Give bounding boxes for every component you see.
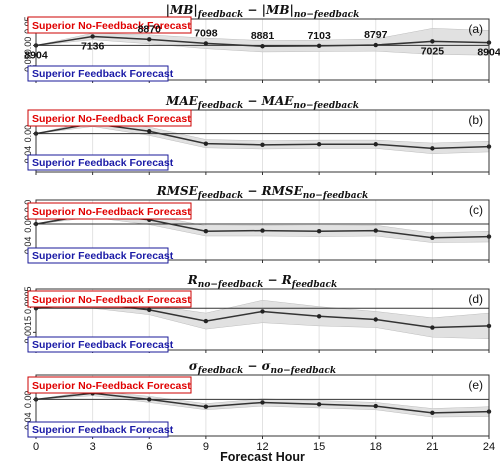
- data-point: [373, 42, 378, 48]
- panel-a: |MB|feedback − |MB|no−feedback0.050.00−0…: [23, 3, 500, 83]
- data-point: [316, 142, 322, 147]
- data-point: [260, 400, 265, 405]
- data-point: [260, 142, 265, 148]
- data-point: [147, 129, 152, 134]
- legend-no-feedback-box: [27, 16, 192, 34]
- data-point: [430, 146, 435, 151]
- legend-no-feedback-label: Superior No-Feedback Forecast: [32, 380, 191, 392]
- data-point: [373, 142, 378, 147]
- data-point: [260, 309, 265, 314]
- panel-c: RMSEfeedback − RMSEno−feedback0.00.00−0.…: [23, 184, 492, 264]
- data-point: [430, 39, 435, 44]
- data-point: [373, 317, 378, 322]
- data-point: [430, 235, 435, 240]
- legend-feedback-label: Superior Feedback Forecast: [32, 157, 174, 169]
- data-point: [203, 229, 209, 234]
- legend-feedback-box: [27, 65, 169, 82]
- data-point: [203, 404, 209, 409]
- panel-d: Rno−feedback − Rfeedback0.0005−0.0015Sup…: [23, 273, 492, 353]
- sample-count-label: 7025: [421, 45, 445, 57]
- panel-title: σfeedback − σno−feedback: [189, 359, 336, 376]
- panel-tag: (d): [468, 292, 483, 306]
- sample-count-label: 8904: [24, 49, 48, 61]
- data-point: [373, 403, 378, 409]
- y-tick-label: 0.00: [23, 37, 33, 55]
- panel-title: RMSEfeedback − RMSEno−feedback: [156, 184, 369, 201]
- legend-no-feedback-label: Superior No-Feedback Forecast: [32, 20, 191, 32]
- data-point: [430, 325, 435, 330]
- legend-feedback-box: [27, 154, 169, 171]
- x-tick-label: 12: [256, 441, 268, 453]
- legend-feedback-label: Superior Feedback Forecast: [32, 250, 174, 262]
- sample-count-label: 7103: [307, 30, 331, 42]
- legend-feedback-box: [27, 421, 169, 438]
- sample-count-label: 7136: [81, 40, 105, 52]
- y-tick-label: −0.0015: [23, 316, 33, 349]
- x-tick-label: 24: [483, 441, 495, 453]
- data-point: [316, 43, 322, 49]
- legend-feedback-label: Superior Feedback Forecast: [32, 68, 174, 80]
- panel-tag: (b): [468, 113, 483, 127]
- x-tick-label: 9: [203, 441, 209, 453]
- data-point: [147, 37, 152, 42]
- x-tick-label: 15: [313, 441, 325, 453]
- data-point: [316, 314, 322, 319]
- data-point: [203, 41, 209, 46]
- sample-count-label: 8797: [364, 29, 388, 41]
- data-point: [316, 229, 322, 234]
- legend-no-feedback-box: [27, 376, 192, 394]
- data-point: [373, 228, 378, 233]
- data-point: [90, 34, 95, 39]
- legend-no-feedback-label: Superior No-Feedback Forecast: [32, 113, 191, 125]
- panel-title: Rno−feedback − Rfeedback: [187, 273, 337, 290]
- y-tick-label: 0.00: [23, 391, 33, 409]
- data-point: [260, 228, 265, 233]
- data-point: [203, 141, 209, 146]
- legend-no-feedback-box: [27, 290, 192, 308]
- legend-no-feedback-label: Superior No-Feedback Forecast: [32, 294, 191, 306]
- legend-no-feedback-box: [27, 109, 192, 127]
- data-point: [147, 307, 152, 313]
- y-tick-label: 0.00: [23, 215, 33, 233]
- x-tick-label: 3: [90, 441, 96, 453]
- legend-feedback-label: Superior Feedback Forecast: [32, 424, 174, 436]
- x-tick-label: 18: [370, 441, 382, 453]
- legend-feedback-box: [27, 247, 169, 264]
- legend-feedback-box: [27, 336, 169, 353]
- x-axis-label: Forecast Hour: [220, 450, 305, 462]
- sample-count-label: 8870: [138, 23, 162, 35]
- data-point: [203, 318, 209, 324]
- data-point: [316, 402, 322, 407]
- panel-b: MAEfeedback − MAEno−feedback0.00−0.04Sup…: [23, 94, 492, 175]
- sample-count-label: 8904: [477, 47, 500, 59]
- sample-count-label: 8881: [251, 30, 275, 42]
- panel-tag: (e): [468, 378, 483, 392]
- data-point: [147, 397, 152, 402]
- data-point: [430, 410, 435, 416]
- panel-tag: (a): [468, 22, 483, 36]
- panel-title: |MB|feedback − |MB|no−feedback: [166, 3, 360, 20]
- x-tick-label: 21: [426, 441, 438, 453]
- sample-count-label: 7098: [194, 27, 218, 39]
- y-tick-label: 0.00: [23, 125, 33, 143]
- data-point: [260, 44, 265, 49]
- legend-no-feedback-label: Superior No-Feedback Forecast: [32, 206, 191, 218]
- legend-feedback-label: Superior Feedback Forecast: [32, 339, 174, 351]
- legend-no-feedback-box: [27, 202, 192, 220]
- panel-e: σfeedback − σno−feedback0.00−0.04Superio…: [23, 359, 492, 439]
- x-tick-label: 0: [33, 441, 39, 453]
- panel-title: MAEfeedback − MAEno−feedback: [165, 94, 359, 111]
- panel-tag: (c): [469, 203, 483, 217]
- x-tick-label: 6: [146, 441, 152, 453]
